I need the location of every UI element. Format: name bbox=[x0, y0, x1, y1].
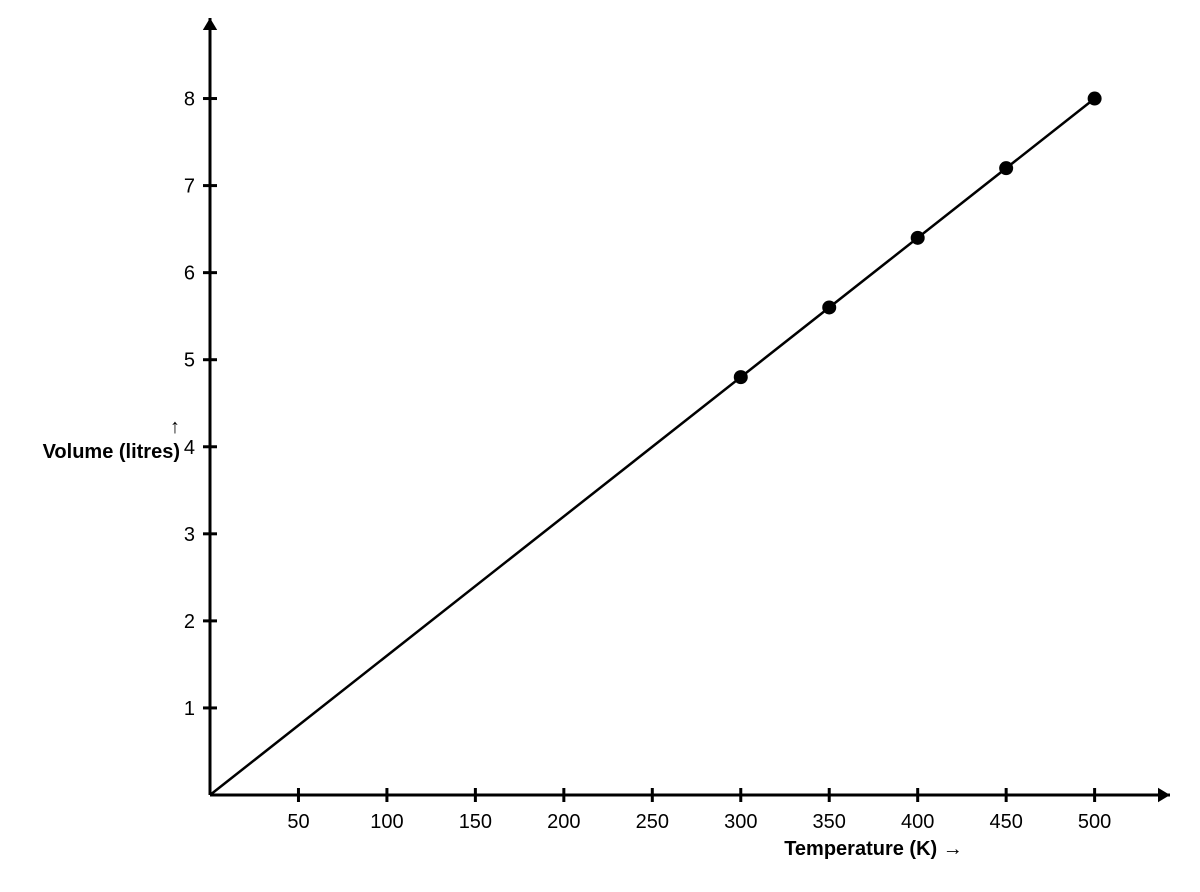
y-tick-label: 6 bbox=[184, 263, 195, 285]
trend-line bbox=[210, 99, 1095, 795]
x-axis-title: Temperature (K) → bbox=[784, 838, 963, 860]
x-tick-label: 150 bbox=[459, 811, 492, 833]
x-tick-label: 200 bbox=[547, 811, 580, 833]
x-tick-label: 500 bbox=[1078, 811, 1111, 833]
y-tick-label: 2 bbox=[184, 611, 195, 633]
x-axis-arrow bbox=[1158, 788, 1170, 802]
data-point bbox=[999, 161, 1013, 175]
x-tick-label: 300 bbox=[724, 811, 757, 833]
y-tick-label: 8 bbox=[184, 89, 195, 111]
y-axis-arrow bbox=[203, 18, 217, 30]
x-tick-label: 100 bbox=[370, 811, 403, 833]
y-tick-label: 1 bbox=[184, 698, 195, 720]
x-tick-label: 400 bbox=[901, 811, 934, 833]
x-tick-label: 350 bbox=[813, 811, 846, 833]
x-tick-label: 50 bbox=[287, 811, 309, 833]
y-tick-label: 5 bbox=[184, 350, 195, 372]
data-point bbox=[1088, 92, 1102, 106]
x-tick-label: 450 bbox=[989, 811, 1022, 833]
volume-temperature-chart: 50 100 150 200 250 300 350 400 450 500 1 2 3 4 5 6 7 8 Tem… bbox=[0, 0, 1200, 892]
y-axis-arrow-glyph: ↑ bbox=[0, 415, 180, 440]
x-tick-label: 250 bbox=[636, 811, 669, 833]
y-axis-title: ↑Volume (litres) bbox=[0, 415, 180, 465]
data-point bbox=[734, 370, 748, 384]
chart-container: 50 100 150 200 250 300 350 400 450 500 1 2 3 4 5 6 7 8 Tem… bbox=[0, 0, 1200, 892]
data-point bbox=[822, 300, 836, 314]
y-axis-title-text: Volume (litres) bbox=[0, 440, 180, 465]
data-point bbox=[911, 231, 925, 245]
y-tick-label: 7 bbox=[184, 176, 195, 198]
y-tick-label: 4 bbox=[184, 437, 195, 459]
y-tick-label: 3 bbox=[184, 524, 195, 546]
